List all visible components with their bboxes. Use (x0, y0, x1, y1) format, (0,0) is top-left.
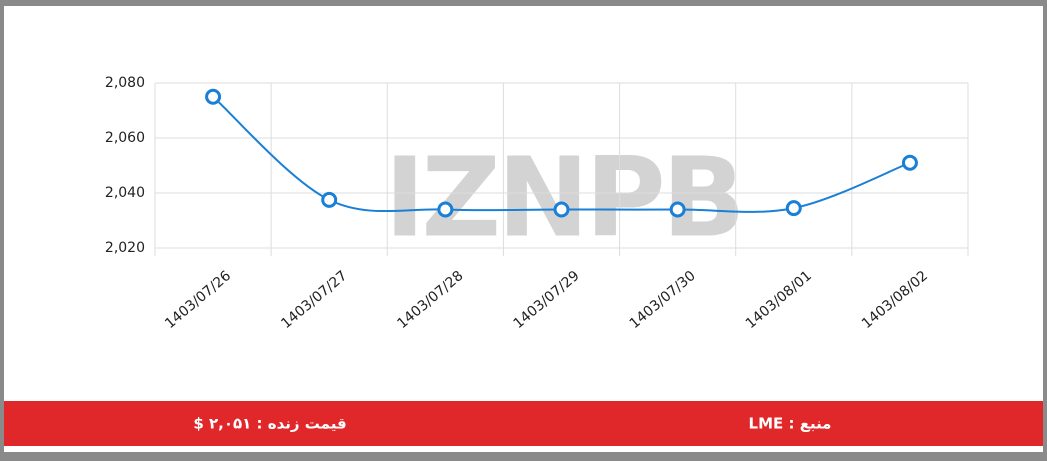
y-tick-label: 2,060 (105, 130, 145, 146)
point (437, 201, 454, 218)
panel (4, 6, 1043, 452)
footer-source: منبع : LME (749, 415, 832, 433)
point (785, 200, 802, 217)
point (205, 88, 222, 105)
point (669, 201, 686, 218)
watermark: IZNPB (384, 133, 741, 261)
y-tick-label: 2,080 (105, 75, 145, 91)
point (901, 154, 918, 171)
y-tick-label: 2,020 (105, 240, 145, 256)
footer-bar (4, 401, 1043, 446)
footer-price: قیمت زنده : ۲,۰۵۱ $ (193, 415, 346, 433)
y-tick-label: 2,040 (105, 185, 145, 201)
point (553, 201, 570, 218)
point (321, 191, 338, 208)
